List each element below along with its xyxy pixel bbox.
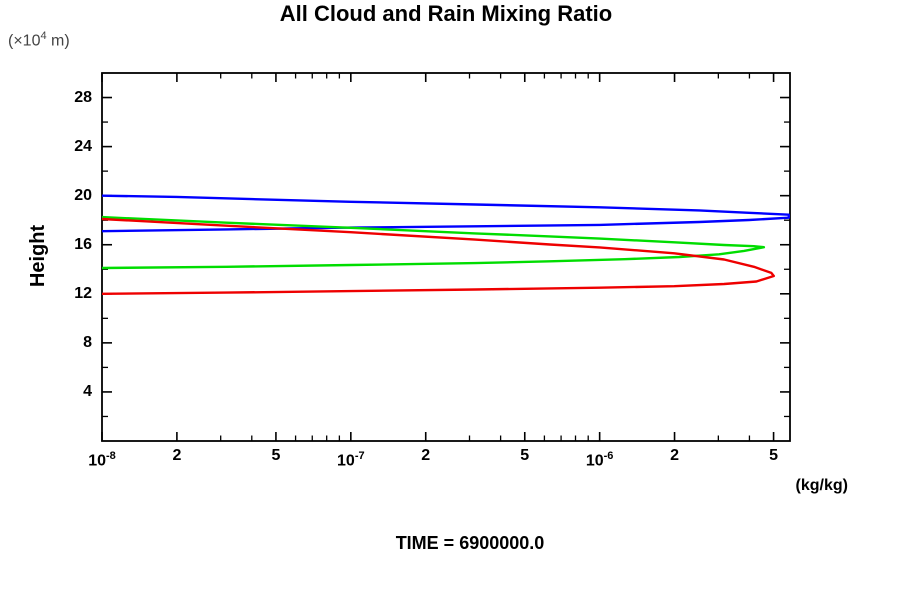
y-tick-label: 4: [83, 382, 92, 400]
cloud-profile-blue-line: [101, 194, 790, 233]
x-tick-label: 10-6: [585, 450, 614, 470]
x-tick-label: 2: [172, 447, 182, 464]
x-tick-label: 5: [769, 447, 779, 464]
chart-title: All Cloud and Rain Mixing Ratio: [279, 1, 613, 26]
y-tick-label: 16: [74, 235, 92, 253]
y-tick-label: 28: [74, 88, 92, 106]
rain-profile-red-line: [101, 217, 775, 295]
plot-frame: [101, 72, 791, 442]
y-axis-unit-label: (×104 m): [8, 30, 70, 50]
x-tick-label: 2: [421, 447, 431, 464]
y-tick-label: 12: [74, 284, 92, 302]
y-unit-prefix: (×10: [8, 32, 41, 50]
y-tick-label: 20: [74, 186, 92, 204]
x-tick-label: 10-8: [88, 450, 116, 470]
y-unit-suffix: m): [46, 32, 70, 50]
x-axis-unit-label: (kg/kg): [795, 477, 848, 494]
time-annotation: TIME = 6900000.0: [395, 533, 545, 553]
y-tick-label: 8: [83, 333, 92, 351]
x-tick-label: 5: [271, 447, 281, 464]
x-tick-label: 10-7: [337, 450, 365, 470]
y-unit-exponent: 4: [40, 30, 47, 42]
x-tick-label: 5: [520, 447, 530, 464]
x-tick-label: 2: [670, 447, 679, 464]
cloud-profile-green-line: [101, 215, 766, 270]
y-tick-label: 24: [74, 137, 92, 155]
